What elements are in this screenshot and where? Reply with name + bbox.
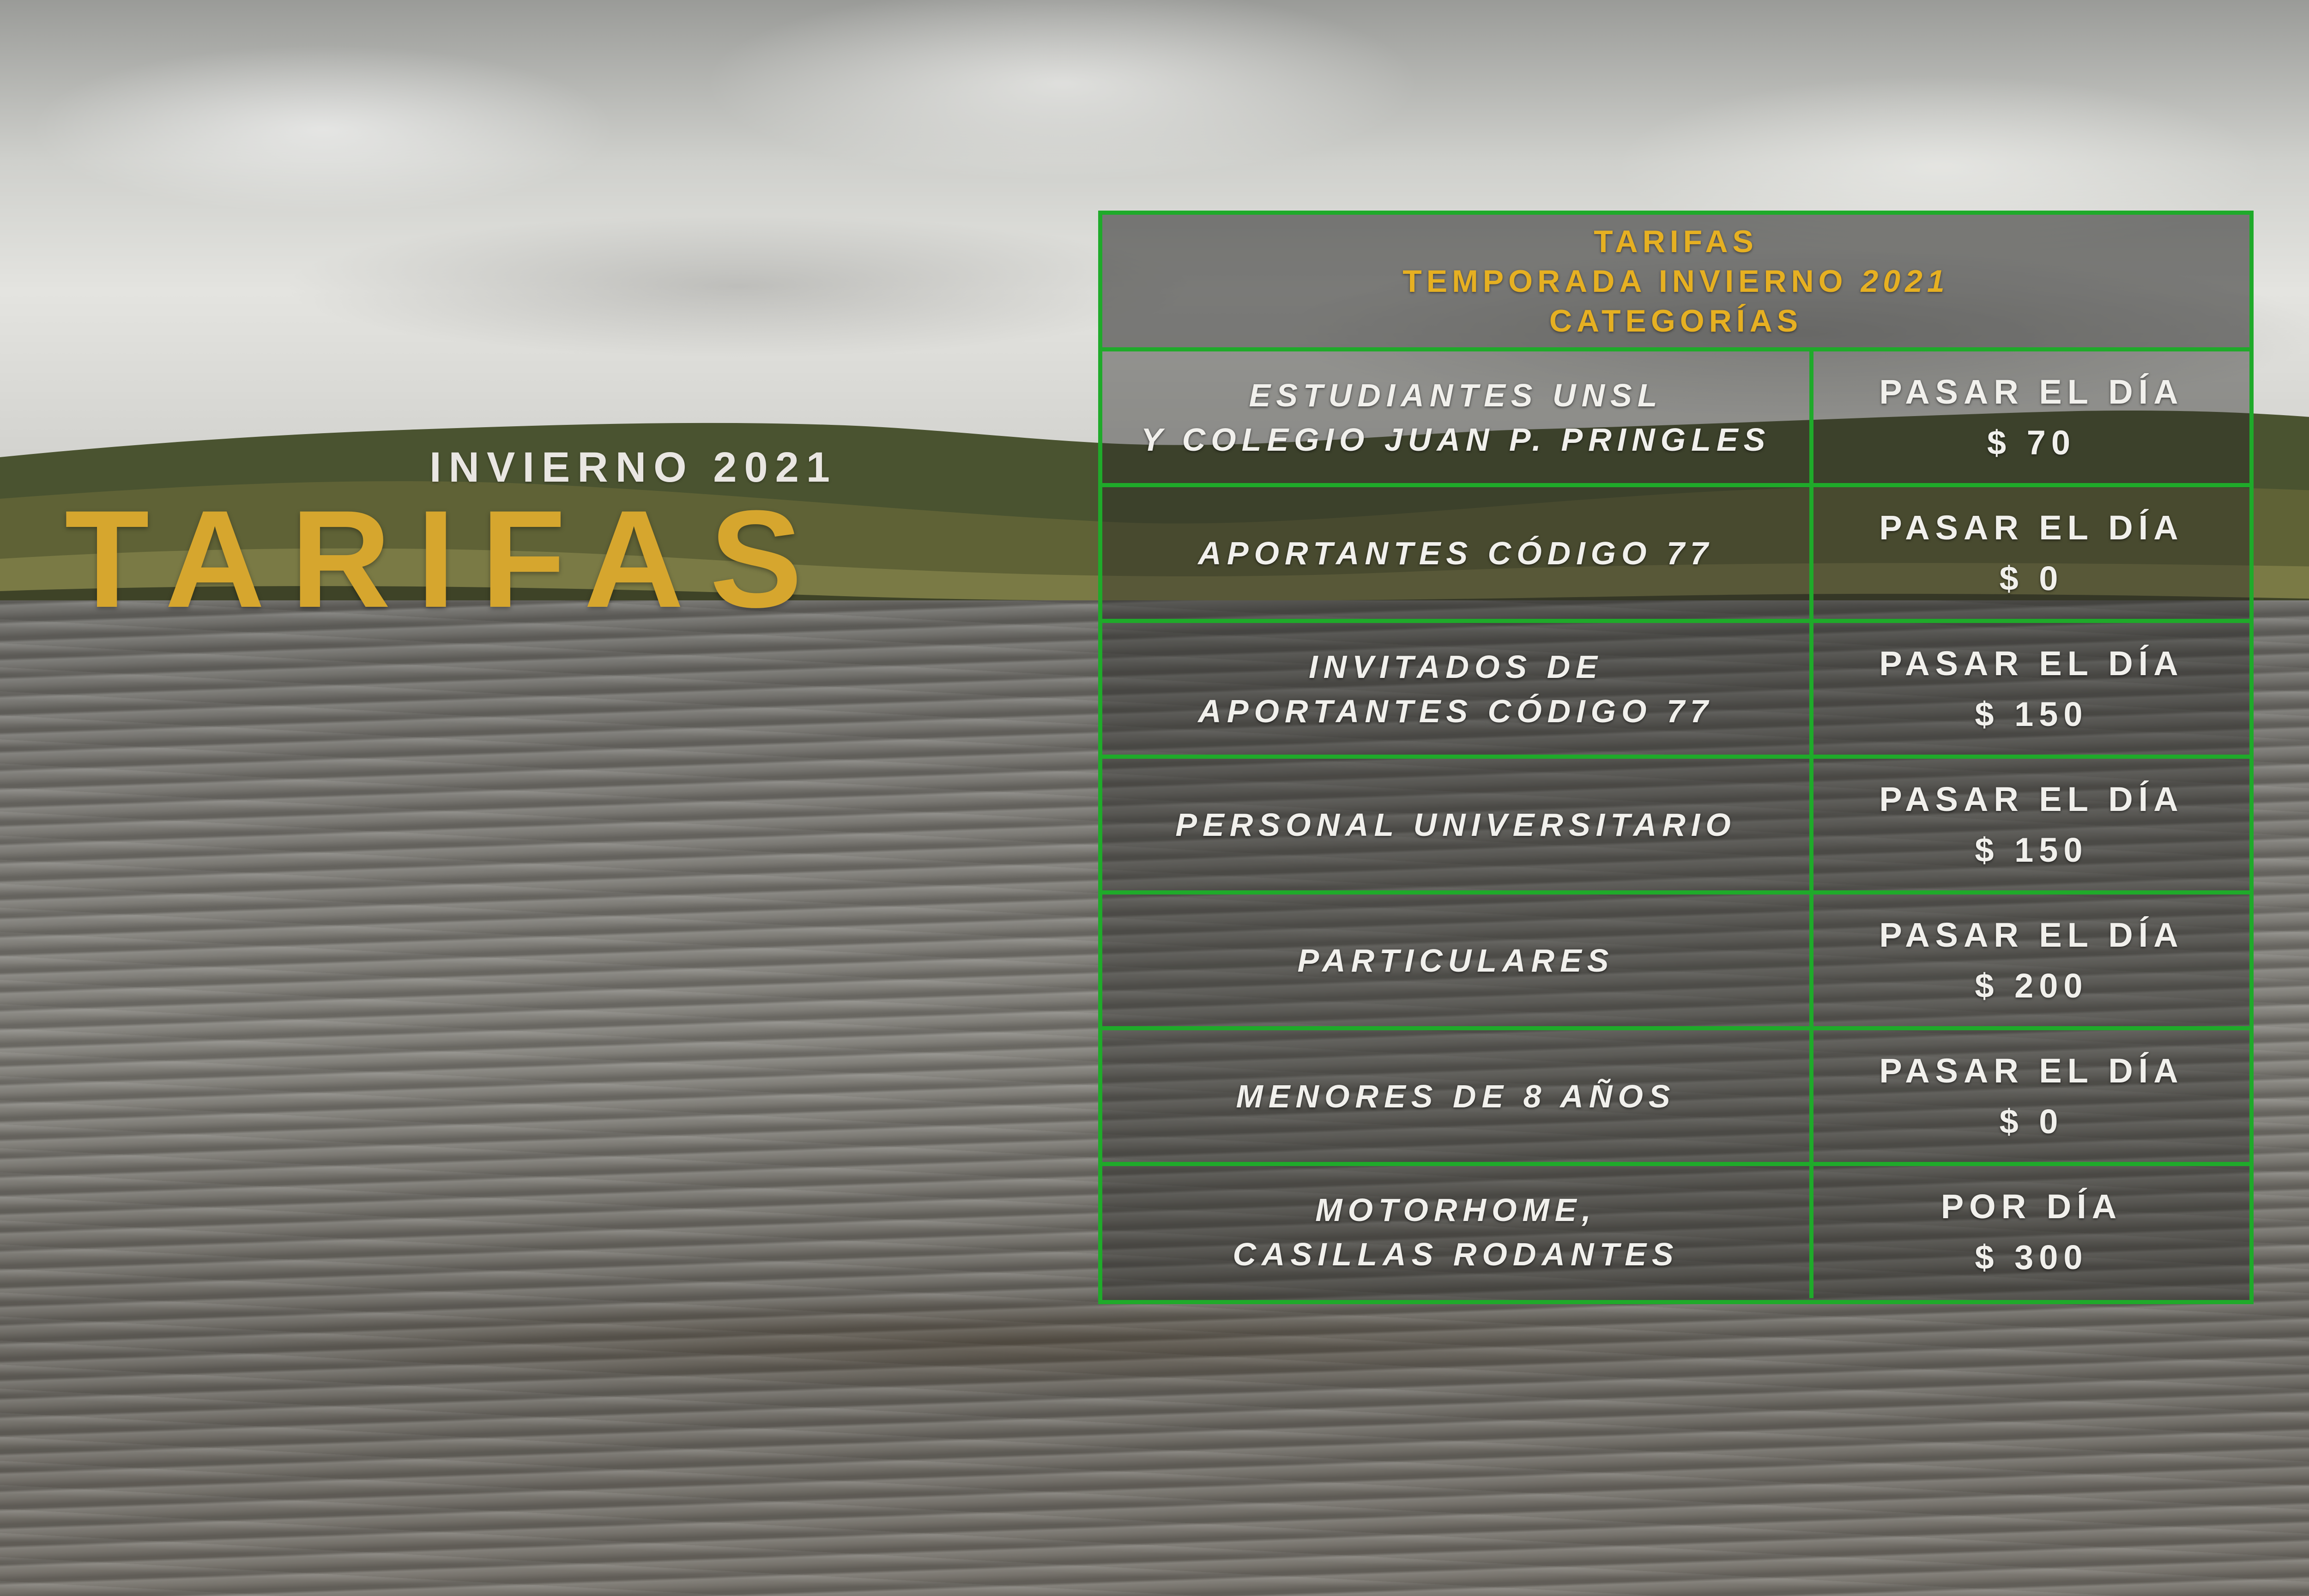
category-cell: PARTICULARES bbox=[1102, 895, 1813, 1026]
category-label: PARTICULARES bbox=[1297, 942, 1614, 979]
category-label: APORTANTES CÓDIGO 77 bbox=[1198, 693, 1714, 729]
page-title: TARIFAS bbox=[65, 481, 828, 636]
table-row: MENORES DE 8 AÑOS PASAR EL DÍA $ 0 bbox=[1102, 1030, 2249, 1166]
table-header-title: TARIFAS bbox=[1594, 224, 1758, 259]
period-label: PASAR EL DÍA bbox=[1879, 915, 2184, 954]
period-label: PASAR EL DÍA bbox=[1879, 508, 2184, 547]
category-cell: ESTUDIANTES UNSL Y COLEGIO JUAN P. PRING… bbox=[1102, 351, 1813, 483]
price-value: $ 70 bbox=[1987, 423, 2076, 462]
table-row: APORTANTES CÓDIGO 77 PASAR EL DÍA $ 0 bbox=[1102, 487, 2249, 623]
water-reflection bbox=[0, 1224, 2309, 1455]
price-cell: POR DÍA $ 300 bbox=[1813, 1166, 2249, 1298]
price-cell: PASAR EL DÍA $ 0 bbox=[1813, 1030, 2249, 1162]
period-label: POR DÍA bbox=[1940, 1187, 2122, 1226]
category-cell: APORTANTES CÓDIGO 77 bbox=[1102, 487, 1813, 619]
table-row: INVITADOS DE APORTANTES CÓDIGO 77 PASAR … bbox=[1102, 623, 2249, 759]
table-header-season-text: TEMPORADA INVIERNO bbox=[1402, 263, 1861, 299]
category-cell: PERSONAL UNIVERSITARIO bbox=[1102, 759, 1813, 890]
category-cell: MENORES DE 8 AÑOS bbox=[1102, 1030, 1813, 1162]
category-label: INVITADOS DE bbox=[1309, 648, 1603, 685]
period-label: PASAR EL DÍA bbox=[1879, 644, 2184, 683]
category-label: APORTANTES CÓDIGO 77 bbox=[1198, 535, 1714, 571]
price-value: $ 150 bbox=[1975, 830, 2088, 869]
table-row: MOTORHOME, CASILLAS RODANTES POR DÍA $ 3… bbox=[1102, 1166, 2249, 1298]
lake-water bbox=[0, 600, 2309, 1596]
category-label: MOTORHOME, bbox=[1315, 1192, 1596, 1228]
price-value: $ 0 bbox=[1999, 559, 2064, 598]
price-value: $ 300 bbox=[1975, 1238, 2088, 1276]
price-cell: PASAR EL DÍA $ 150 bbox=[1813, 623, 2249, 755]
price-cell: PASAR EL DÍA $ 150 bbox=[1813, 759, 2249, 890]
category-label: MENORES DE 8 AÑOS bbox=[1236, 1078, 1676, 1114]
category-label: PERSONAL UNIVERSITARIO bbox=[1175, 806, 1736, 843]
period-label: PASAR EL DÍA bbox=[1879, 780, 2184, 818]
category-cell: MOTORHOME, CASILLAS RODANTES bbox=[1102, 1166, 1813, 1298]
table-header-season-year: 2021 bbox=[1861, 263, 1949, 299]
category-label: Y COLEGIO JUAN P. PRINGLES bbox=[1141, 421, 1771, 458]
category-label: CASILLAS RODANTES bbox=[1233, 1236, 1679, 1272]
price-cell: PASAR EL DÍA $ 70 bbox=[1813, 351, 2249, 483]
price-cell: PASAR EL DÍA $ 0 bbox=[1813, 487, 2249, 619]
table-row: PARTICULARES PASAR EL DÍA $ 200 bbox=[1102, 895, 2249, 1030]
period-label: PASAR EL DÍA bbox=[1879, 372, 2184, 411]
table-header-categories: CATEGORÍAS bbox=[1549, 303, 1803, 339]
category-cell: INVITADOS DE APORTANTES CÓDIGO 77 bbox=[1102, 623, 1813, 755]
price-value: $ 200 bbox=[1975, 966, 2088, 1005]
table-row: PERSONAL UNIVERSITARIO PASAR EL DÍA $ 15… bbox=[1102, 759, 2249, 895]
table-row: ESTUDIANTES UNSL Y COLEGIO JUAN P. PRING… bbox=[1102, 351, 2249, 487]
period-label: PASAR EL DÍA bbox=[1879, 1051, 2184, 1090]
season-subtitle: INVIERNO 2021 bbox=[429, 444, 837, 491]
price-value: $ 0 bbox=[1999, 1102, 2064, 1141]
rates-table: TARIFAS TEMPORADA INVIERNO 2021 CATEGORÍ… bbox=[1098, 211, 2254, 1304]
price-cell: PASAR EL DÍA $ 200 bbox=[1813, 895, 2249, 1026]
price-value: $ 150 bbox=[1975, 695, 2088, 733]
category-label: ESTUDIANTES UNSL bbox=[1249, 377, 1663, 413]
table-header-season: TEMPORADA INVIERNO 2021 bbox=[1402, 261, 1949, 301]
table-header: TARIFAS TEMPORADA INVIERNO 2021 CATEGORÍ… bbox=[1102, 215, 2249, 351]
